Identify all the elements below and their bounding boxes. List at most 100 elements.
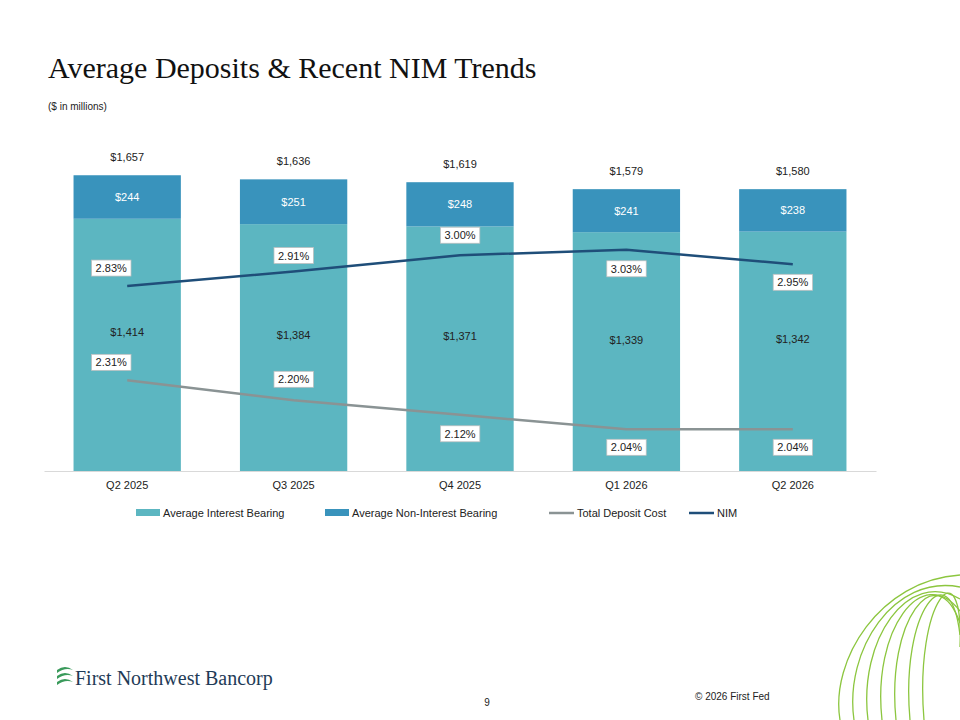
decor-curve — [923, 593, 960, 720]
x-tick-label: Q1 2026 — [605, 479, 647, 491]
legend-label: Total Deposit Cost — [577, 507, 666, 519]
bar — [739, 189, 846, 231]
line-label-box — [440, 426, 479, 442]
bar-label: $238 — [781, 204, 805, 216]
page-number: 9 — [484, 697, 490, 708]
line-label: 2.04% — [773, 439, 812, 455]
bar-label: $251 — [281, 196, 305, 208]
plot-marks — [74, 175, 847, 471]
bar — [573, 189, 680, 232]
line-label-box — [92, 354, 131, 370]
x-tick: Q1 2026 — [605, 471, 647, 491]
bar — [240, 224, 347, 471]
decor-curve — [909, 595, 960, 720]
decor-curve — [867, 592, 960, 720]
line-label: 2.12% — [440, 426, 479, 442]
line-label-box — [92, 260, 131, 276]
bar-label: $244 — [115, 191, 139, 203]
bar — [739, 232, 846, 471]
legend: Average Interest Bearing Average Non-Inte… — [136, 507, 737, 519]
subtitle: ($ in millions) — [48, 101, 107, 112]
line-label: 3.00% — [440, 227, 479, 243]
copyright: © 2026 First Fed — [695, 691, 770, 702]
line-label: 2.83% — [92, 260, 131, 276]
bar — [573, 232, 680, 471]
bar — [240, 179, 347, 224]
line-label-text: 2.20% — [278, 373, 309, 385]
legend-label: Average Interest Bearing — [163, 507, 284, 519]
x-axis: Q2 2025 Q3 2025 Q4 2025 Q1 2026 Q2 2026 — [45, 471, 877, 491]
chart-canvas: Average Deposits & Recent NIM Trends ($ i… — [0, 0, 960, 720]
bar — [406, 182, 513, 226]
x-tick-label: Q3 2025 — [272, 479, 314, 491]
line-label-box — [607, 439, 646, 455]
logo-swoosh — [57, 667, 73, 673]
line-label-text: 2.31% — [96, 356, 127, 368]
line-label-box — [773, 274, 812, 290]
legend-label: NIM — [717, 507, 737, 519]
x-tick: Q2 2025 — [106, 471, 148, 491]
legend-item: Average Non-Interest Bearing — [325, 507, 497, 519]
company-name: First Northwest Bancorp — [75, 667, 273, 690]
legend-item: Total Deposit Cost — [549, 507, 666, 519]
line-label-text: 2.12% — [444, 428, 475, 440]
bar-label: $241 — [614, 205, 638, 217]
bar — [406, 226, 513, 471]
total-label: $1,580 — [776, 165, 810, 177]
total-label: $1,579 — [610, 165, 644, 177]
line — [127, 250, 793, 286]
line-label-text: 2.95% — [777, 276, 808, 288]
line-label: 2.20% — [274, 371, 313, 387]
line-label: 2.31% — [92, 354, 131, 370]
x-tick: Q4 2025 — [439, 471, 481, 491]
bar — [74, 219, 181, 471]
line-label: 2.95% — [773, 274, 812, 290]
total-label: $1,657 — [110, 151, 144, 163]
total-label: $1,619 — [443, 158, 477, 170]
line-label-box — [773, 439, 812, 455]
legend-swatch — [325, 509, 349, 516]
x-tick: Q3 2025 — [272, 471, 314, 491]
decor-curve — [853, 586, 960, 720]
decoration — [839, 575, 960, 720]
logo-swoosh — [57, 673, 73, 679]
legend-swatch — [689, 512, 714, 515]
bar-label: $248 — [448, 198, 472, 210]
logo — [57, 667, 73, 685]
line-label-box — [274, 371, 313, 387]
line-label-text: 2.83% — [96, 262, 127, 274]
legend-label: Average Non-Interest Bearing — [352, 507, 497, 519]
line-label: 2.91% — [274, 248, 313, 264]
line-label-text: 2.04% — [611, 441, 642, 453]
decor-curve — [881, 595, 960, 720]
legend-swatch — [549, 512, 574, 515]
bar-label: $1,371 — [443, 330, 477, 342]
legend-swatch — [136, 509, 160, 516]
line-label-text: 2.04% — [777, 441, 808, 453]
decor-curve — [895, 595, 960, 720]
x-tick-label: Q2 2026 — [772, 479, 814, 491]
bar-label: $1,414 — [110, 326, 144, 338]
total-label: $1,636 — [277, 155, 311, 167]
x-tick-label: Q2 2025 — [106, 479, 148, 491]
legend-item: Average Interest Bearing — [136, 507, 284, 519]
title: Average Deposits & Recent NIM Trends — [48, 51, 537, 84]
x-axis-line — [45, 471, 877, 472]
logo-swoosh — [57, 679, 73, 685]
line-label-text: 3.03% — [611, 263, 642, 275]
line-label-text: 2.91% — [278, 250, 309, 262]
line-label-text: 3.00% — [444, 229, 475, 241]
line-label-box — [274, 248, 313, 264]
bar-label: $1,384 — [277, 329, 311, 341]
line-label-box — [440, 227, 479, 243]
line — [127, 380, 793, 429]
line-label: 3.03% — [607, 261, 646, 277]
x-tick: Q2 2026 — [772, 471, 814, 491]
line-label: 2.04% — [607, 439, 646, 455]
x-tick-label: Q4 2025 — [439, 479, 481, 491]
bar-label: $1,339 — [610, 334, 644, 346]
bar — [74, 175, 181, 219]
legend-item: NIM — [689, 507, 737, 519]
bar-label: $1,342 — [776, 333, 810, 345]
decor-curve — [839, 575, 960, 720]
